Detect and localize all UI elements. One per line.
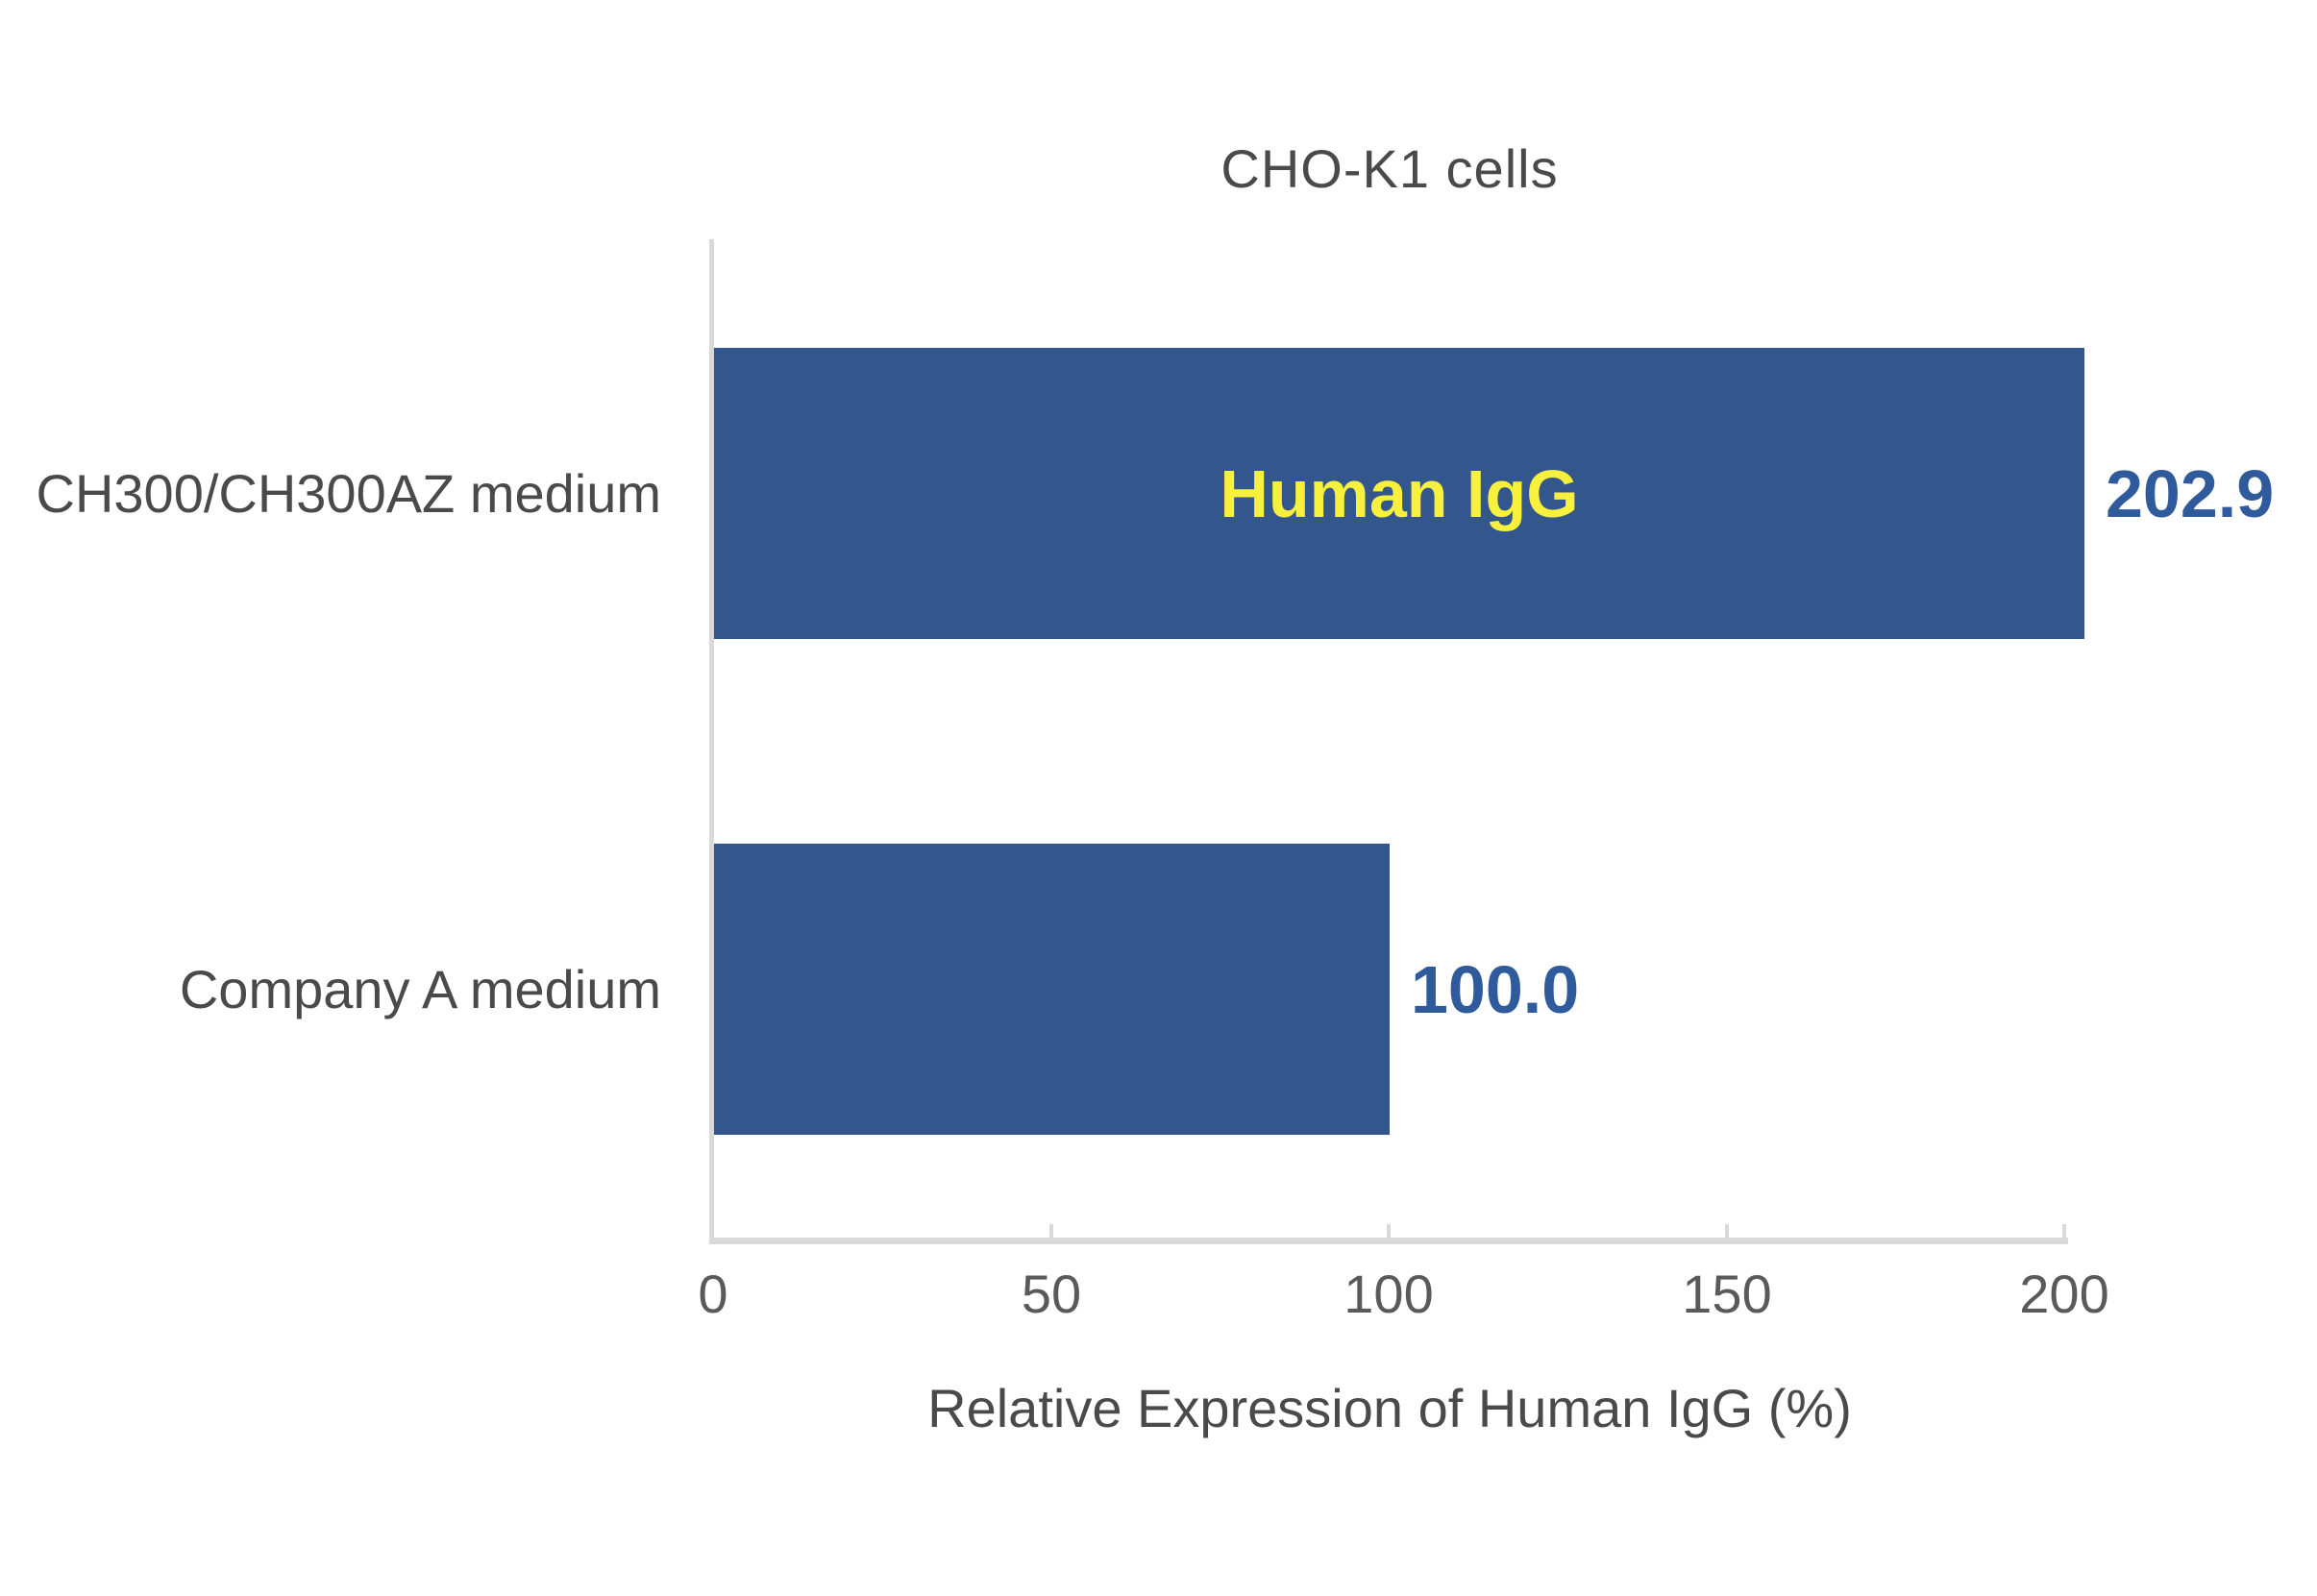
x-tick-label-100: 100	[1343, 1264, 1434, 1324]
chart-title: CHO-K1 cells	[1220, 138, 1559, 199]
bar-company-a-medium	[714, 844, 1390, 1135]
bar-annotation-ch300-ch300az-medium: Human IgG	[1220, 455, 1579, 531]
x-tick-mark-150	[1725, 1224, 1729, 1239]
value-label-company-a-medium: 100.0	[1411, 951, 1580, 1027]
x-tick-label-0: 0	[698, 1264, 728, 1324]
x-tick-label-200: 200	[2019, 1264, 2109, 1324]
category-label-ch300-ch300az-medium: CH300/CH300AZ medium	[36, 463, 661, 524]
x-tick-mark-50	[1049, 1224, 1053, 1239]
x-tick-mark-100	[1387, 1224, 1391, 1239]
y-axis-line	[709, 239, 714, 1244]
value-label-ch300-ch300az-medium: 202.9	[2106, 455, 2275, 531]
x-axis-title: Relative Expression of Human IgG (%)	[927, 1378, 1852, 1438]
x-axis-line	[709, 1238, 2068, 1244]
bar-ch300-ch300az-medium: Human IgG	[714, 348, 2084, 639]
x-tick-label-50: 50	[1021, 1264, 1082, 1324]
x-tick-label-150: 150	[1682, 1264, 1772, 1324]
x-tick-mark-200	[2062, 1224, 2066, 1239]
category-label-company-a-medium: Company A medium	[179, 959, 661, 1019]
